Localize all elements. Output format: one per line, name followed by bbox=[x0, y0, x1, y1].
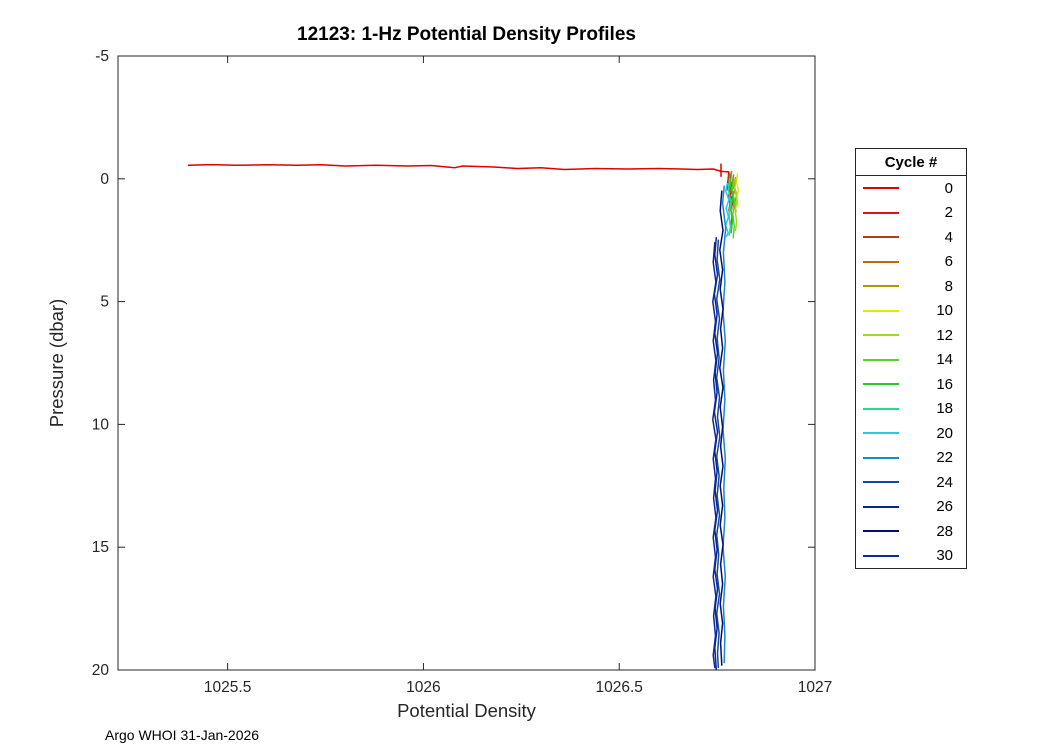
legend-item: 14 bbox=[856, 348, 966, 373]
legend-line-sample bbox=[863, 260, 899, 263]
legend-item: 20 bbox=[856, 421, 966, 446]
x-axis-label: Potential Density bbox=[397, 700, 536, 721]
legend-item: 26 bbox=[856, 495, 966, 520]
legend-item-label: 20 bbox=[936, 424, 953, 442]
legend-item: 16 bbox=[856, 372, 966, 397]
legend-line-sample bbox=[863, 530, 899, 533]
legend-item-label: 10 bbox=[936, 302, 953, 320]
legend-item-label: 0 bbox=[944, 179, 953, 197]
legend-line-sample bbox=[863, 334, 899, 337]
series-cycle-12 bbox=[733, 178, 738, 232]
series-cycle-22 bbox=[721, 185, 727, 664]
legend-item: 2 bbox=[856, 201, 966, 226]
x-tick-label: 1026 bbox=[406, 679, 440, 696]
legend-line-sample bbox=[863, 309, 899, 312]
legend-line-sample bbox=[863, 358, 899, 361]
legend-item: 22 bbox=[856, 446, 966, 471]
legend-item: 30 bbox=[856, 544, 966, 569]
y-tick-label: -5 bbox=[95, 48, 109, 65]
legend-item: 6 bbox=[856, 250, 966, 275]
y-tick-label: 0 bbox=[100, 171, 109, 188]
legend-item-label: 8 bbox=[944, 277, 953, 295]
x-tick-label: 1027 bbox=[798, 679, 832, 696]
legend-items: 0 2 4 6 8 10 12 14 16 18 20 22 24 26 28 30 bbox=[856, 176, 966, 568]
footer-text: Argo WHOI 31-Jan-2026 bbox=[105, 727, 260, 743]
legend-item-label: 22 bbox=[936, 449, 953, 467]
y-tick-label: 15 bbox=[92, 539, 109, 556]
legend-item: 18 bbox=[856, 397, 966, 422]
series-cycle-24 bbox=[715, 239, 721, 669]
legend-line-sample bbox=[863, 236, 899, 239]
legend-line-sample bbox=[863, 211, 899, 214]
legend-line-sample bbox=[863, 285, 899, 288]
y-axis-label: Pressure (dbar) bbox=[46, 298, 67, 428]
series-cycle-18 bbox=[727, 178, 732, 237]
legend-item: 12 bbox=[856, 323, 966, 348]
legend-line-sample bbox=[863, 481, 899, 484]
x-tick-label: 1026.5 bbox=[596, 679, 643, 696]
legend-item-label: 6 bbox=[944, 253, 953, 271]
legend-title: Cycle # bbox=[856, 149, 966, 176]
legend-line-sample bbox=[863, 505, 899, 508]
y-tick-label: 10 bbox=[92, 416, 110, 433]
legend-item-label: 30 bbox=[936, 547, 953, 565]
legend-item-label: 16 bbox=[936, 375, 953, 393]
legend-item-label: 26 bbox=[936, 498, 953, 516]
series-cycle-30 bbox=[712, 241, 717, 669]
legend-line-sample bbox=[863, 187, 899, 190]
legend-line-sample bbox=[863, 432, 899, 435]
series-cycle-16 bbox=[729, 170, 734, 234]
legend-item-label: 2 bbox=[944, 204, 953, 222]
legend-item: 0 bbox=[856, 176, 966, 201]
legend: Cycle # 0 2 4 6 8 10 12 14 16 18 20 22 24 26 28 30 bbox=[855, 148, 967, 569]
legend-item: 8 bbox=[856, 274, 966, 299]
legend-item-label: 28 bbox=[936, 522, 953, 540]
legend-line-sample bbox=[863, 407, 899, 410]
series-cycle-0 bbox=[187, 163, 730, 191]
legend-item: 4 bbox=[856, 225, 966, 250]
chart-title: 12123: 1-Hz Potential Density Profiles bbox=[297, 24, 636, 45]
legend-item-label: 4 bbox=[944, 228, 953, 246]
legend-item-label: 18 bbox=[936, 400, 953, 418]
legend-item: 28 bbox=[856, 519, 966, 544]
series-cycle-14 bbox=[731, 178, 736, 239]
legend-line-sample bbox=[863, 554, 899, 557]
plot-box bbox=[117, 55, 816, 671]
plot-background bbox=[118, 56, 815, 670]
legend-line-sample bbox=[863, 383, 899, 386]
legend-item-label: 14 bbox=[936, 351, 953, 369]
legend-line-sample bbox=[863, 456, 899, 459]
series-cycle-28 bbox=[719, 190, 724, 666]
legend-item-label: 24 bbox=[936, 473, 953, 491]
legend-item-label: 12 bbox=[936, 326, 953, 344]
legend-item: 24 bbox=[856, 470, 966, 495]
x-tick-label: 1025.5 bbox=[204, 679, 251, 696]
y-tick-label: 20 bbox=[92, 662, 110, 679]
series-cycle-20 bbox=[724, 182, 730, 238]
legend-item: 10 bbox=[856, 299, 966, 324]
y-tick-label: 5 bbox=[100, 294, 109, 311]
